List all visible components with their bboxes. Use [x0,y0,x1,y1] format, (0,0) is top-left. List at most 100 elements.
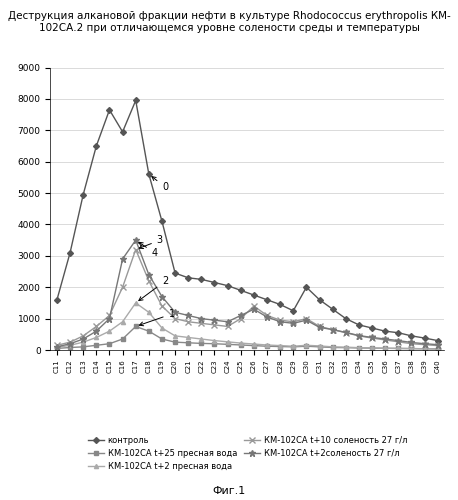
Legend: контроль, КМ-102СА t+25 пресная вода, КМ-102СА t+2 пресная вода, КМ-102СА t+10 с: контроль, КМ-102СА t+25 пресная вода, КМ… [85,434,409,474]
Line: КМ-102СА t+10 соленость 27 г/л: КМ-102СА t+10 соленость 27 г/л [54,247,441,348]
КМ-102СА t+2 пресная вода [330,344,335,350]
Text: Деструкция алкановой фракции нефти в культуре Rhodococcus erythropolis КМ-
102СА: Деструкция алкановой фракции нефти в кул… [8,11,450,32]
КМ-102СА t+2соленость 27 г/л [356,332,362,338]
КМ-102СА t+2 пресная вода [251,341,256,347]
КМ-102СА t+2 пресная вода [172,333,178,339]
КМ-102СА t+2 пресная вода [356,344,362,350]
КМ-102СА t+25 пресная вода [356,345,362,351]
КМ-102СА t+2 пресная вода [146,310,152,316]
КМ-102СА t+2соленость 27 г/л [159,294,165,300]
контроль [422,335,427,341]
КМ-102СА t+25 пресная вода [225,342,230,347]
КМ-102СА t+2 пресная вода [81,339,86,345]
КМ-102СА t+25 пресная вода [251,342,256,348]
КМ-102СА t+25 пресная вода [382,346,388,352]
КМ-102СА t+25 пресная вода [264,343,270,349]
КМ-102СА t+10 соленость 27 г/л [343,330,349,336]
КМ-102СА t+25 пресная вода [67,344,73,350]
КМ-102СА t+2 пресная вода [133,300,138,306]
контроль [225,282,230,288]
КМ-102СА t+2 пресная вода [225,339,230,345]
КМ-102СА t+2 пресная вода [107,328,112,334]
КМ-102СА t+2соленость 27 г/л [67,340,73,346]
КМ-102СА t+2соленость 27 г/л [278,319,283,325]
КМ-102СА t+10 соленость 27 г/л [185,319,191,325]
КМ-102СА t+25 пресная вода [107,340,112,346]
Line: контроль: контроль [55,98,440,342]
КМ-102СА t+2соленость 27 г/л [422,340,427,346]
Text: 0: 0 [152,176,168,192]
КМ-102СА t+25 пресная вода [81,344,86,350]
КМ-102СА t+2соленость 27 г/л [369,334,375,340]
КМ-102СА t+2соленость 27 г/л [172,310,178,316]
КМ-102СА t+10 соленость 27 г/л [264,312,270,318]
КМ-102СА t+2 пресная вода [422,346,427,352]
КМ-102СА t+2 пресная вода [199,336,204,342]
КМ-102СА t+2соленость 27 г/л [54,344,60,350]
КМ-102СА t+25 пресная вода [330,344,335,350]
контроль [81,192,86,198]
КМ-102СА t+25 пресная вода [199,340,204,346]
КМ-102СА t+2соленость 27 г/л [146,272,152,278]
КМ-102СА t+10 соленость 27 г/л [330,326,335,332]
КМ-102СА t+2соленость 27 г/л [251,306,256,312]
контроль [264,297,270,303]
КМ-102СА t+2 пресная вода [409,346,414,352]
КМ-102СА t+10 соленость 27 г/л [54,342,60,348]
КМ-102СА t+2 пресная вода [54,344,60,350]
КМ-102СА t+25 пресная вода [93,342,99,348]
КМ-102СА t+2 пресная вода [159,325,165,331]
Text: 3: 3 [139,236,163,248]
Line: КМ-102СА t+2соленость 27 г/л: КМ-102СА t+2соленость 27 г/л [54,236,441,350]
КМ-102СА t+25 пресная вода [120,336,125,342]
КМ-102СА t+25 пресная вода [369,345,375,351]
КМ-102СА t+2соленость 27 г/л [330,326,335,332]
КМ-102СА t+25 пресная вода [133,324,138,330]
контроль [369,325,375,331]
КМ-102СА t+10 соленость 27 г/л [199,320,204,326]
КМ-102СА t+25 пресная вода [146,328,152,334]
КМ-102СА t+2 пресная вода [317,343,322,349]
КМ-102СА t+10 соленость 27 г/л [251,303,256,309]
контроль [159,218,165,224]
КМ-102СА t+10 соленость 27 г/л [133,246,138,252]
КМ-102СА t+25 пресная вода [409,346,414,352]
Text: 1: 1 [139,309,174,326]
КМ-102СА t+2соленость 27 г/л [107,316,112,322]
КМ-102СА t+10 соленость 27 г/л [356,333,362,339]
КМ-102СА t+10 соленость 27 г/л [290,319,296,325]
КМ-102СА t+10 соленость 27 г/л [107,312,112,318]
КМ-102СА t+2соленость 27 г/л [133,237,138,243]
КМ-102СА t+2 пресная вода [435,346,441,352]
КМ-102СА t+10 соленость 27 г/л [435,342,441,348]
контроль [278,302,283,308]
КМ-102СА t+25 пресная вода [172,339,178,345]
КМ-102СА t+10 соленость 27 г/л [67,339,73,345]
Line: КМ-102СА t+25 пресная вода: КМ-102СА t+25 пресная вода [55,324,440,351]
КМ-102СА t+2соленость 27 г/л [120,256,125,262]
КМ-102СА t+2соленость 27 г/л [264,314,270,320]
КМ-102СА t+10 соленость 27 г/л [317,324,322,330]
Line: КМ-102СА t+2 пресная вода: КМ-102СА t+2 пресная вода [55,301,440,351]
КМ-102СА t+10 соленость 27 г/л [159,303,165,309]
КМ-102СА t+25 пресная вода [159,336,165,342]
контроль [304,284,309,290]
контроль [238,288,244,294]
КМ-102СА t+10 соленость 27 г/л [422,342,427,347]
КМ-102СА t+2 пресная вода [238,340,244,346]
КМ-102СА t+2соленость 27 г/л [238,312,244,318]
КМ-102СА t+2 пресная вода [67,342,73,348]
КМ-102СА t+10 соленость 27 г/л [409,340,414,346]
контроль [330,306,335,312]
КМ-102СА t+2соленость 27 г/л [93,328,99,334]
контроль [396,330,401,336]
контроль [67,250,73,256]
КМ-102СА t+10 соленость 27 г/л [225,324,230,330]
КМ-102СА t+10 соленость 27 г/л [369,335,375,341]
КМ-102СА t+10 соленость 27 г/л [212,322,217,328]
КМ-102СА t+10 соленость 27 г/л [304,316,309,322]
КМ-102СА t+25 пресная вода [435,346,441,352]
контроль [317,297,322,303]
КМ-102СА t+2соленость 27 г/л [225,319,230,325]
КМ-102СА t+10 соленость 27 г/л [120,284,125,290]
